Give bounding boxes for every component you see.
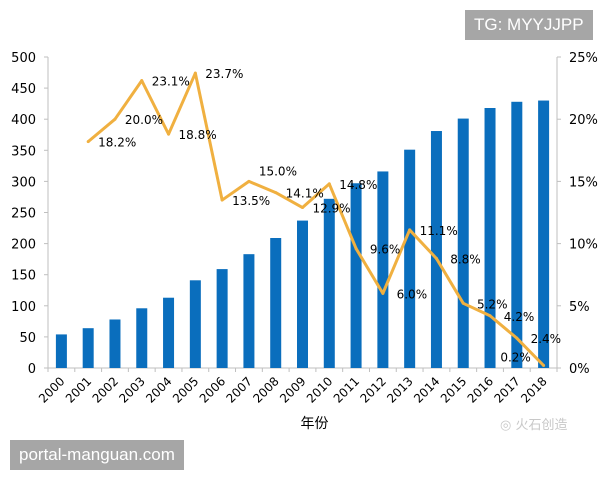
data-label-2002: 20.0%: [125, 113, 163, 127]
line-point-2016: [488, 314, 492, 318]
line-point-2010: [327, 182, 331, 186]
data-label-2003: 23.1%: [152, 75, 190, 89]
line-point-2013: [408, 228, 412, 232]
data-label-2010: 14.8%: [339, 178, 377, 192]
y-tick-label: 350: [11, 144, 36, 159]
data-label-2008: 14.1%: [286, 187, 324, 201]
line-point-2011: [354, 247, 358, 251]
bar-2013: [404, 149, 416, 368]
y-tick-label: 500: [11, 51, 36, 66]
x-tick-label: 2000: [36, 374, 67, 405]
bar-2007: [243, 254, 255, 368]
bar-2010: [323, 198, 335, 368]
bar-2002: [109, 319, 121, 368]
line-point-2014: [434, 257, 438, 261]
line-point-2001: [86, 140, 90, 144]
line-point-2004: [167, 132, 171, 136]
y-tick-label: 450: [11, 82, 36, 97]
data-label-2016: 4.2%: [504, 310, 535, 324]
bar-2006: [216, 269, 228, 368]
watermark-portal: portal-manguan.com: [10, 440, 184, 470]
bar-2011: [350, 183, 362, 368]
line-point-2012: [381, 291, 385, 295]
line-point-2017: [515, 336, 519, 340]
y-tick-label: 100: [11, 300, 36, 315]
bar-2009: [297, 220, 308, 368]
bar-2008: [270, 238, 282, 368]
x-tick-label: 2008: [250, 374, 281, 405]
data-label-2001: 18.2%: [98, 136, 136, 150]
y2-tick-label: 0%: [569, 362, 590, 377]
x-tick-label: 2014: [411, 374, 442, 405]
data-label-2011: 9.6%: [370, 243, 401, 257]
y-tick-label: 0: [28, 362, 36, 377]
y2-tick-label: 5%: [569, 300, 590, 315]
x-tick-label: 2013: [384, 374, 415, 405]
data-label-2013: 11.1%: [420, 224, 458, 238]
bar-2017: [511, 101, 523, 368]
y-tick-label: 400: [11, 113, 36, 128]
bar-2001: [82, 328, 94, 368]
data-label-2017: 2.4%: [531, 332, 562, 346]
bar-2018: [538, 100, 550, 368]
line-point-2018: [542, 364, 546, 368]
x-tick-label: 2011: [331, 374, 362, 405]
x-tick-label: 2009: [277, 374, 308, 405]
bar-2005: [189, 280, 201, 368]
y-tick-label: 200: [11, 238, 36, 253]
bar-2012: [377, 171, 389, 368]
x-tick-label: 2016: [465, 374, 496, 405]
x-tick-label: 2015: [438, 374, 469, 405]
line-point-2009: [301, 206, 304, 210]
x-tick-label: 2018: [518, 374, 549, 405]
data-label-2004: 18.8%: [178, 128, 216, 142]
y2-tick-label: 20%: [569, 113, 598, 128]
y-tick-label: 50: [19, 331, 36, 346]
x-tick-label: 2004: [143, 374, 174, 405]
data-label-2005: 23.7%: [205, 67, 243, 81]
x-tick-label: 2003: [116, 374, 147, 405]
line-point-2002: [113, 117, 117, 121]
y-tick-label: 150: [11, 269, 36, 284]
data-label-2007: 15.0%: [259, 164, 297, 178]
y2-tick-label: 15%: [569, 175, 598, 190]
line-point-2007: [247, 179, 251, 183]
line-point-2008: [274, 191, 278, 195]
data-label-2006: 13.5%: [232, 194, 270, 208]
x-axis-title: 年份: [301, 416, 329, 432]
watermark-brand: ◎ 火石创造: [500, 414, 568, 433]
bar-2015: [457, 118, 469, 368]
y2-tick-label: 10%: [569, 238, 598, 253]
x-tick-label: 2007: [224, 374, 255, 405]
bar-2000: [55, 334, 67, 368]
wechat-icon: ◎: [500, 418, 512, 433]
line-point-2005: [193, 71, 197, 75]
bar-2004: [163, 297, 175, 368]
x-tick-label: 2001: [63, 374, 94, 405]
y-tick-label: 250: [11, 207, 36, 222]
bar-2016: [484, 108, 496, 368]
line-point-2006: [220, 198, 224, 202]
data-label-2014: 8.8%: [450, 253, 481, 267]
watermark-tg: TG: MYYJJPP: [465, 10, 593, 40]
data-label-2018: 0.2%: [500, 351, 531, 365]
x-tick-label: 2006: [197, 374, 228, 405]
line-point-2003: [140, 79, 144, 83]
x-tick-label: 2012: [357, 374, 388, 405]
data-label-2009: 12.9%: [312, 202, 350, 216]
bar-2003: [136, 308, 148, 368]
x-tick-label: 2005: [170, 374, 201, 405]
growth-line: [87, 71, 545, 367]
x-tick-label: 2010: [304, 374, 335, 405]
data-label-2015: 5.2%: [477, 297, 508, 311]
line-point-2015: [461, 301, 465, 305]
y2-tick-label: 25%: [569, 51, 598, 66]
bar-2014: [430, 131, 442, 368]
data-label-2012: 6.0%: [397, 287, 428, 301]
brand-text: 火石创造: [515, 418, 568, 433]
y-tick-label: 300: [11, 175, 36, 190]
x-tick-label: 2017: [491, 374, 522, 405]
x-tick-label: 2002: [90, 374, 121, 405]
